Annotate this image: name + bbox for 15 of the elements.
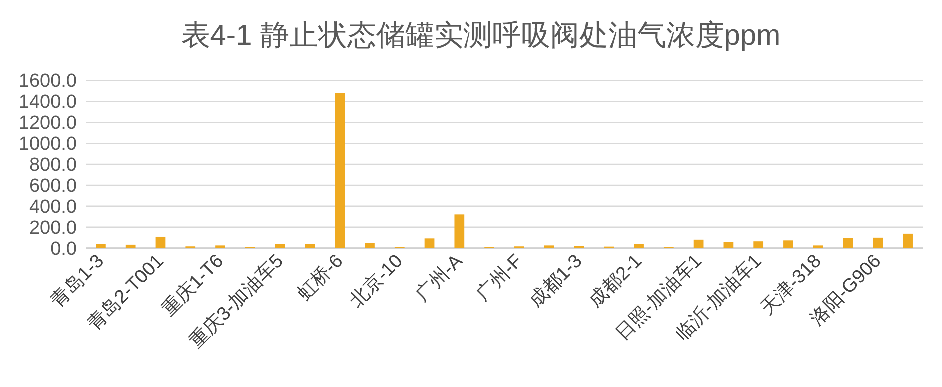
y-tick-label: 1600.0: [18, 71, 77, 92]
x-tick-label: 成都1-3: [526, 250, 587, 312]
y-tick-label: 1400.0: [18, 92, 77, 114]
y-tick-label: 1200.0: [18, 113, 77, 134]
y-tick-label: 800.0: [29, 155, 77, 176]
x-tick-label: 广州-F: [472, 250, 527, 306]
y-tick-label: 200.0: [29, 218, 77, 239]
x-tick-label: 虹桥-6: [294, 250, 348, 305]
y-tick-label: 0.0: [50, 238, 77, 260]
x-tick-label: 广州-A: [411, 250, 468, 306]
chart-title: 表4-1 静止状态储罐实测呼吸阀处油气浓度ppm: [181, 20, 781, 52]
y-tick-label: 1000.0: [18, 134, 77, 156]
y-tick-label: 400.0: [29, 196, 77, 218]
x-tick-label: 北京-10: [346, 250, 408, 312]
y-tick-label: 600.0: [29, 176, 77, 197]
